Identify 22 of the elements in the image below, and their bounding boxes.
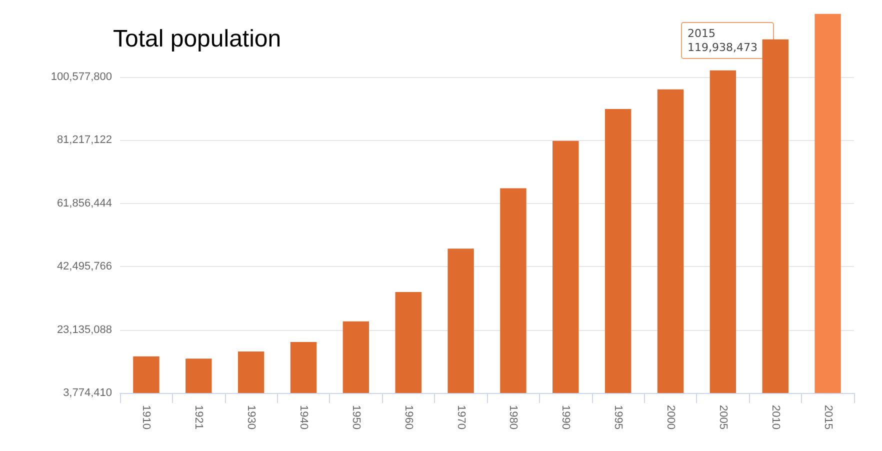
x-tick-label: 1921 xyxy=(192,405,205,430)
x-tick-label: 1990 xyxy=(560,405,572,430)
x-tick-label: 1910 xyxy=(140,405,152,430)
x-tick-label: 2005 xyxy=(716,405,729,430)
annotation: 2015 119,938,473 xyxy=(688,27,758,54)
text: Total population xyxy=(113,26,282,52)
x-tick-label: 1980 xyxy=(507,405,520,430)
x-tick-label: 2000 xyxy=(664,405,676,430)
x-tick-label: 2010 xyxy=(769,405,782,430)
x-tick-label: 1950 xyxy=(350,405,362,430)
x-tick-label: 1930 xyxy=(245,405,258,430)
y-tick-label: 3,774,410 xyxy=(63,387,112,399)
y-tick-label: 23,135,088 xyxy=(56,324,112,336)
y-tick-label: 61,856,444 xyxy=(56,197,112,210)
x-tick-label: 1970 xyxy=(454,405,467,430)
y-tick-label: 100,577,800 xyxy=(50,71,112,84)
y-tick-label: 81,217,122 xyxy=(56,134,112,146)
x-tick-label: 1995 xyxy=(612,405,624,430)
x-tick-label: 2015 xyxy=(822,405,834,430)
x-tick-label: 1940 xyxy=(298,405,310,430)
y-tick-label: 42,495,766 xyxy=(56,260,112,273)
x-tick-label: 1960 xyxy=(402,405,414,430)
